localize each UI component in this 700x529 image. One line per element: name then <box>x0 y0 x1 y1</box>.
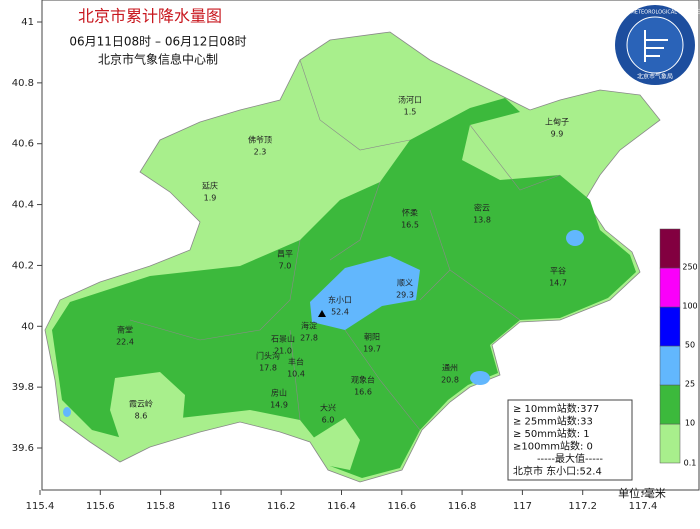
x-tick-label: 117.4 <box>629 501 658 512</box>
y-tick-label: 40 <box>21 321 34 332</box>
station-name: 朝阳 <box>364 333 380 342</box>
logo-text: 北京市气象局 <box>637 73 673 81</box>
logo-text: BEIJING METEOROLOGICAL SERVICE <box>610 10 700 16</box>
station-value: 2.3 <box>254 148 267 157</box>
station-name: 丰台 <box>288 357 304 367</box>
region-blue <box>566 230 584 246</box>
x-tick-label: 116.4 <box>327 501 356 512</box>
station-name: 东小口 <box>328 295 352 305</box>
station-value: 10.4 <box>287 370 305 379</box>
y-tick-label: 41 <box>21 17 34 28</box>
station-name: 延庆 <box>202 181 218 191</box>
x-tick-label: 116.6 <box>387 501 416 512</box>
y-tick-label: 39.6 <box>12 443 34 454</box>
station-value: 6.0 <box>322 416 335 425</box>
region-blue <box>310 256 420 330</box>
stats-line: 北京市 东小口:52.4 <box>513 465 602 478</box>
station-value: 27.8 <box>300 334 318 343</box>
legend-swatch <box>659 423 681 464</box>
legend-swatch <box>659 384 681 425</box>
station-name: 观象台 <box>351 375 375 385</box>
region-light-patch <box>110 372 185 446</box>
stats-line: ≥ 10mm站数:377 <box>513 402 599 415</box>
station-value: 16.6 <box>354 388 372 397</box>
station-value: 14.9 <box>270 401 288 410</box>
legend-label: 25 <box>685 380 695 389</box>
x-tick-label: 117 <box>513 501 532 512</box>
logo: BEIJING METEOROLOGICAL SERVICE 北京市气象局 <box>610 5 700 85</box>
station-value: 7.0 <box>279 262 292 271</box>
station-name: 怀柔 <box>402 208 418 218</box>
station-name: 门头沟 <box>256 351 280 361</box>
x-tick-label: 115.6 <box>86 501 115 512</box>
legend-label: 100 <box>682 302 697 311</box>
station-name: 斋堂 <box>117 325 133 335</box>
y-tick-label: 40.2 <box>12 260 34 271</box>
x-tick-label: 115.4 <box>26 501 55 512</box>
station-name: 大兴 <box>320 403 336 413</box>
station-value: 1.5 <box>404 108 417 117</box>
station-value: 16.5 <box>401 221 419 230</box>
station-name: 顺义 <box>397 279 413 288</box>
station-value: 21.0 <box>274 347 292 356</box>
station-name: 通州 <box>442 363 458 373</box>
station-value: 20.8 <box>441 376 459 385</box>
producer: 北京市气象信息中心制 <box>98 52 218 67</box>
x-tick-label: 117.2 <box>568 501 597 512</box>
stats-line: ≥100mm站数: 0 <box>513 440 593 453</box>
station-value: 13.8 <box>473 216 491 225</box>
station-value: 22.4 <box>116 338 134 347</box>
stats-line: ≥ 50mm站数: 1 <box>513 427 590 440</box>
max-marker <box>318 310 326 317</box>
station-value: 52.4 <box>331 308 349 317</box>
stats-line: -----最大值----- <box>537 452 603 465</box>
map-title: 北京市累计降水量图 <box>78 7 222 26</box>
legend: 0.1 10 25 50 100 250 <box>659 228 698 468</box>
station-value: 14.7 <box>549 279 567 288</box>
x-tick-label: 115.8 <box>146 501 175 512</box>
station-value: 17.8 <box>259 364 277 373</box>
station-name: 密云 <box>474 203 490 213</box>
stats-line: ≥ 25mm站数:33 <box>513 415 593 428</box>
legend-label: 10 <box>685 419 695 428</box>
station-value: 8.6 <box>135 412 148 421</box>
legend-swatch <box>659 267 681 308</box>
x-tick-label: 116.8 <box>448 501 477 512</box>
station-name: 佛爷顶 <box>248 135 272 145</box>
station-name: 平谷 <box>550 267 566 276</box>
x-tick-label: 116.2 <box>267 501 296 512</box>
y-tick-label: 40.4 <box>12 200 34 211</box>
district-boundary <box>129 59 561 431</box>
station-value: 1.9 <box>204 194 217 203</box>
region-blue <box>470 371 490 385</box>
legend-label: 0.1 <box>684 459 697 468</box>
unit: 单位:毫米 <box>618 486 666 500</box>
station-value: 19.7 <box>363 345 381 354</box>
legend-swatch <box>659 345 681 386</box>
legend-swatch <box>659 306 681 347</box>
station-value: 29.3 <box>396 291 414 300</box>
station-name: 霞云岭 <box>129 399 153 409</box>
legend-label: 50 <box>685 341 695 350</box>
y-tick-label: 40.6 <box>12 139 34 150</box>
station-name: 汤河口 <box>398 95 422 105</box>
legend-label: 250 <box>682 263 697 272</box>
stats-box <box>507 399 633 481</box>
y-tick-label: 40.8 <box>12 78 34 89</box>
region-blue <box>63 407 71 417</box>
station-name: 海淀 <box>301 321 317 331</box>
legend-swatch <box>659 228 681 269</box>
station-name: 上甸子 <box>545 117 569 127</box>
station-name: 房山 <box>271 388 287 398</box>
station-name: 石景山 <box>271 334 295 344</box>
station-name: 昌平 <box>277 250 293 259</box>
y-tick-label: 39.8 <box>12 382 34 393</box>
x-tick-label: 116 <box>211 501 230 512</box>
region-light-patch <box>310 418 360 470</box>
station-value: 9.9 <box>551 130 564 139</box>
period: 06月11日08时 – 06月12日08时 <box>69 35 246 49</box>
